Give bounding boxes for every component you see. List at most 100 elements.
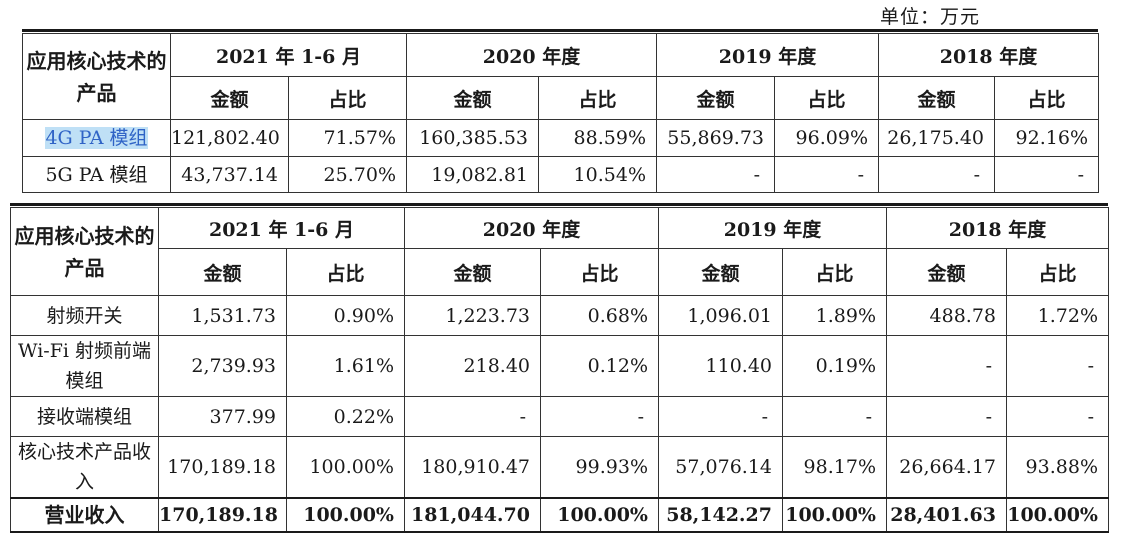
row-label: 射频开关 (10, 295, 159, 336)
amount-header: 金额 (158, 248, 287, 296)
cell: - (886, 396, 1007, 437)
share-header: 占比 (782, 248, 887, 296)
cell: 218.40 (404, 335, 541, 397)
cell: 10.54% (538, 156, 657, 193)
cell: 110.40 (658, 335, 783, 397)
period-header: 2021 年 1-6 月 (170, 33, 407, 77)
cell: - (404, 396, 541, 437)
cell: 1.89% (782, 295, 887, 336)
cell: 19,082.81 (406, 156, 539, 193)
cell: 121,802.40 (170, 119, 289, 157)
top-rule-1 (22, 29, 1098, 32)
cell: 57,076.14 (658, 436, 783, 499)
amount-header: 金额 (656, 76, 775, 120)
cell: - (658, 396, 783, 437)
cell: 160,385.53 (406, 119, 539, 157)
table-top: 应用核心技术的产品 2021 年 1-6 月 2020 年度 2019 年度 2… (22, 33, 1099, 193)
cell: 100.00% (286, 497, 405, 533)
cell: - (782, 396, 887, 437)
cell: 170,189.18 (158, 436, 287, 499)
cell: - (1006, 396, 1109, 437)
cell: 96.09% (774, 119, 879, 157)
row-label: Wi-Fi 射频前端模组 (10, 335, 159, 397)
row-label: 4G PA 模组 (22, 119, 171, 157)
cell: 180,910.47 (404, 436, 541, 499)
row-label: 营业收入 (10, 497, 159, 533)
table-row: 接收端模组 377.99 0.22% - - - - - - (10, 396, 1109, 437)
period-header: 2021 年 1-6 月 (158, 207, 405, 249)
table-row: Wi-Fi 射频前端模组 2,739.93 1.61% 218.40 0.12%… (10, 335, 1109, 397)
cell: 88.59% (538, 119, 657, 157)
stub-header: 应用核心技术的产品 (22, 33, 171, 120)
row-label: 接收端模组 (10, 396, 159, 437)
cell: 1.72% (1006, 295, 1109, 336)
amount-header: 金额 (404, 248, 541, 296)
period-header: 2020 年度 (404, 207, 659, 249)
share-header: 占比 (538, 76, 657, 120)
cell: - (994, 156, 1099, 193)
cell: 58,142.27 (658, 497, 783, 533)
share-header: 占比 (540, 248, 659, 296)
cell: 1,531.73 (158, 295, 287, 336)
cell: 93.88% (1006, 436, 1109, 499)
row-label: 5G PA 模组 (22, 156, 171, 193)
cell: - (878, 156, 995, 193)
cell: 1,223.73 (404, 295, 541, 336)
amount-header: 金额 (406, 76, 539, 120)
cell: 43,737.14 (170, 156, 289, 193)
cell: 1,096.01 (658, 295, 783, 336)
cell: 0.90% (286, 295, 405, 336)
unit-note: 单位：万元 (880, 6, 981, 28)
period-header: 2019 年度 (656, 33, 879, 77)
period-header: 2018 年度 (886, 207, 1109, 249)
cell: 170,189.18 (158, 497, 287, 533)
cell: 0.19% (782, 335, 887, 397)
cell: 100.00% (286, 436, 405, 499)
cell: - (774, 156, 879, 193)
amount-header: 金额 (886, 248, 1007, 296)
cell: - (1006, 335, 1109, 397)
cell: 0.68% (540, 295, 659, 336)
cell: 0.12% (540, 335, 659, 397)
table-bottom: 应用核心技术的产品 2021 年 1-6 月 2020 年度 2019 年度 2… (10, 207, 1109, 533)
cell: 1.61% (286, 335, 405, 397)
share-header: 占比 (994, 76, 1099, 120)
highlighted-selection[interactable]: 4G PA 模组 (45, 127, 148, 149)
amount-header: 金额 (878, 76, 995, 120)
cell: 99.93% (540, 436, 659, 499)
amount-header: 金额 (658, 248, 783, 296)
cell: 377.99 (158, 396, 287, 437)
cell: 0.22% (286, 396, 405, 437)
cell: 181,044.70 (404, 497, 541, 533)
cell: 100.00% (1006, 497, 1109, 533)
cell: 98.17% (782, 436, 887, 499)
cell: 100.00% (782, 497, 887, 533)
cell: - (886, 335, 1007, 397)
cell: 71.57% (288, 119, 407, 157)
share-header: 占比 (1006, 248, 1109, 296)
cell: 28,401.63 (886, 497, 1007, 533)
cell: 100.00% (540, 497, 659, 533)
table-row: 射频开关 1,531.73 0.90% 1,223.73 0.68% 1,096… (10, 295, 1109, 336)
cell: 92.16% (994, 119, 1099, 157)
period-header: 2018 年度 (878, 33, 1099, 77)
amount-header: 金额 (170, 76, 289, 120)
cell: - (540, 396, 659, 437)
period-header: 2019 年度 (658, 207, 887, 249)
cell: 2,739.93 (158, 335, 287, 397)
cell: 25.70% (288, 156, 407, 193)
top-rule-2 (10, 203, 1108, 206)
row-label: 核心技术产品收入 (10, 436, 159, 499)
cell: - (656, 156, 775, 193)
cell: 26,175.40 (878, 119, 995, 157)
stub-header: 应用核心技术的产品 (10, 207, 159, 296)
table-row: 核心技术产品收入 170,189.18 100.00% 180,910.47 9… (10, 436, 1109, 499)
cell: 55,869.73 (656, 119, 775, 157)
share-header: 占比 (286, 248, 405, 296)
cell: 488.78 (886, 295, 1007, 336)
cell: 26,664.17 (886, 436, 1007, 499)
total-row: 营业收入 170,189.18 100.00% 181,044.70 100.0… (10, 497, 1109, 533)
table-row: 4G PA 模组 121,802.40 71.57% 160,385.53 88… (22, 119, 1099, 157)
table-row: 5G PA 模组 43,737.14 25.70% 19,082.81 10.5… (22, 156, 1099, 193)
period-header: 2020 年度 (406, 33, 657, 77)
